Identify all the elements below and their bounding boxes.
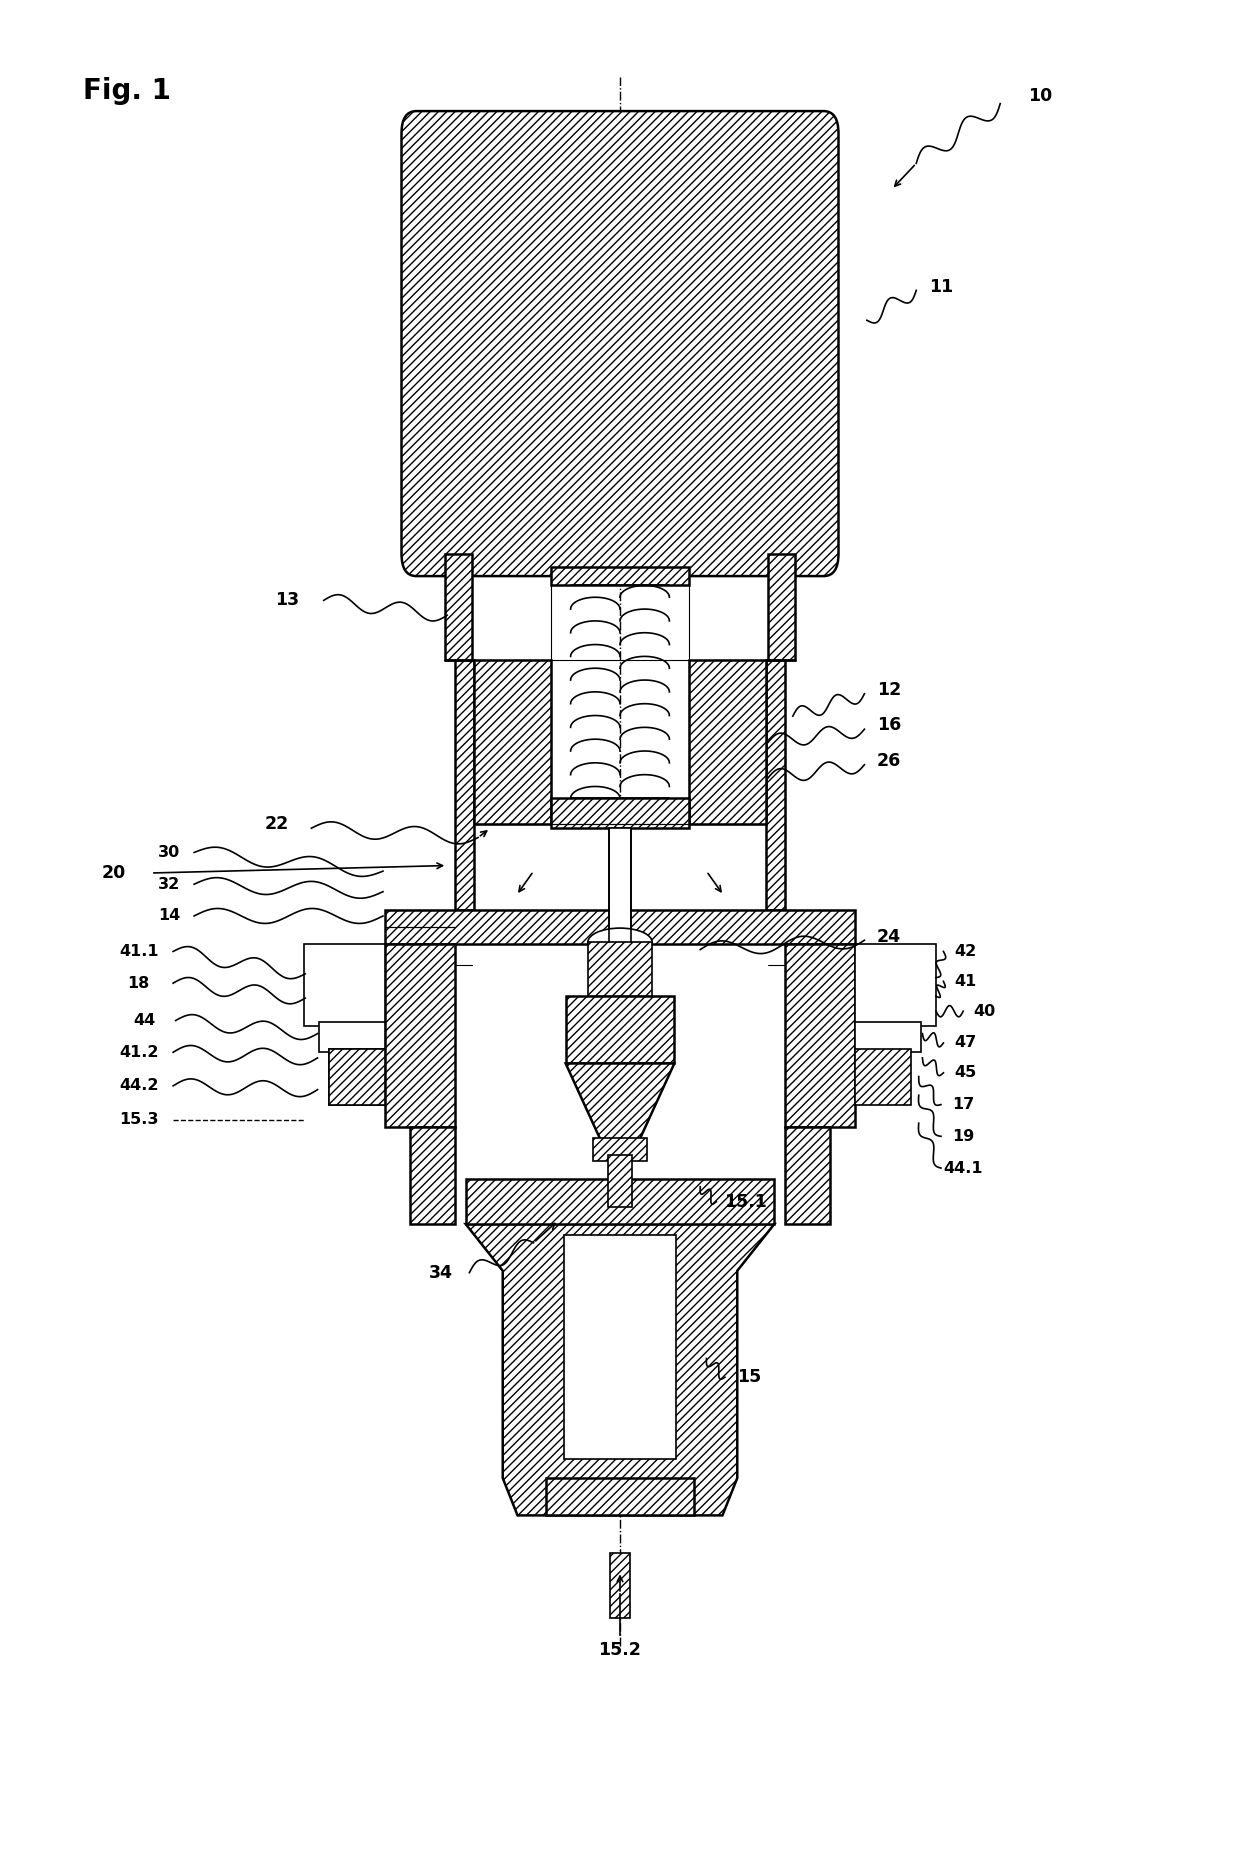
Bar [551, 798, 689, 828]
Text: 19: 19 [952, 1129, 975, 1144]
Bar [608, 1156, 632, 1208]
Text: 11: 11 [929, 277, 954, 296]
Text: 14: 14 [159, 908, 181, 923]
Text: 15.1: 15.1 [724, 1193, 768, 1210]
Ellipse shape [588, 929, 652, 955]
Bar [565, 996, 675, 1064]
FancyBboxPatch shape [402, 111, 838, 577]
Text: 16: 16 [877, 717, 901, 734]
Text: 32: 32 [159, 877, 181, 892]
Text: 41: 41 [955, 974, 977, 989]
Bar [785, 944, 854, 1128]
Text: 15.3: 15.3 [119, 1113, 159, 1128]
Bar [455, 659, 475, 910]
Bar [546, 1478, 694, 1515]
Bar [410, 1128, 455, 1225]
Bar [466, 1180, 774, 1225]
Bar [329, 1049, 386, 1105]
Bar [329, 1049, 386, 1105]
Text: 40: 40 [973, 1004, 996, 1019]
Bar [588, 942, 652, 996]
Text: 15.2: 15.2 [599, 1641, 641, 1659]
Bar [610, 1553, 630, 1618]
Text: Fig. 1: Fig. 1 [83, 77, 171, 105]
Text: 13: 13 [274, 592, 299, 609]
Bar [768, 554, 795, 659]
Text: 24: 24 [877, 927, 901, 946]
Bar [854, 1049, 911, 1105]
Text: 18: 18 [128, 976, 150, 991]
Text: 20: 20 [102, 863, 126, 882]
Text: 26: 26 [877, 751, 901, 770]
Bar [689, 659, 765, 824]
Bar [785, 1128, 830, 1225]
Bar [565, 996, 675, 1064]
Bar [551, 568, 689, 586]
Text: 44.2: 44.2 [119, 1079, 159, 1094]
Bar [329, 1049, 386, 1105]
Text: 15: 15 [738, 1367, 761, 1386]
Text: 41.1: 41.1 [119, 944, 159, 959]
Bar [551, 568, 689, 586]
Text: 44.1: 44.1 [944, 1161, 983, 1176]
Text: 42: 42 [955, 944, 977, 959]
Text: 22: 22 [264, 815, 289, 833]
Bar [765, 659, 785, 910]
Bar [410, 1128, 455, 1225]
Bar [386, 944, 455, 1128]
Bar [445, 554, 472, 659]
Text: 45: 45 [955, 1066, 977, 1081]
Bar [610, 1553, 630, 1618]
Bar [551, 798, 689, 828]
Bar [854, 1023, 921, 1053]
Bar [854, 944, 936, 1026]
Bar [593, 1139, 647, 1161]
Text: 47: 47 [955, 1036, 977, 1051]
Text: 17: 17 [952, 1098, 975, 1113]
Bar [386, 910, 854, 944]
Bar [765, 659, 785, 910]
Bar [608, 1156, 632, 1208]
Bar [475, 659, 551, 824]
Bar [445, 554, 472, 659]
Bar [854, 1049, 911, 1105]
Bar [593, 1139, 647, 1161]
Text: 44: 44 [134, 1013, 156, 1028]
Bar [546, 1478, 694, 1515]
Bar [609, 828, 631, 942]
Bar [785, 944, 854, 1128]
Text: 12: 12 [877, 682, 901, 699]
Bar [319, 1023, 386, 1053]
Bar [564, 1236, 676, 1459]
Text: 34: 34 [429, 1264, 453, 1281]
Bar [386, 944, 455, 1128]
Bar [785, 1128, 830, 1225]
Text: 30: 30 [159, 845, 181, 860]
Bar [689, 659, 765, 824]
Bar [386, 910, 854, 944]
Text: 41.2: 41.2 [119, 1045, 159, 1060]
Polygon shape [466, 1225, 774, 1515]
Text: 10: 10 [1028, 88, 1052, 105]
Bar [588, 942, 652, 996]
Polygon shape [565, 1064, 675, 1143]
Bar [455, 659, 475, 910]
Bar [466, 1180, 774, 1225]
Bar [768, 554, 795, 659]
Bar [304, 944, 386, 1026]
Bar [475, 659, 551, 824]
